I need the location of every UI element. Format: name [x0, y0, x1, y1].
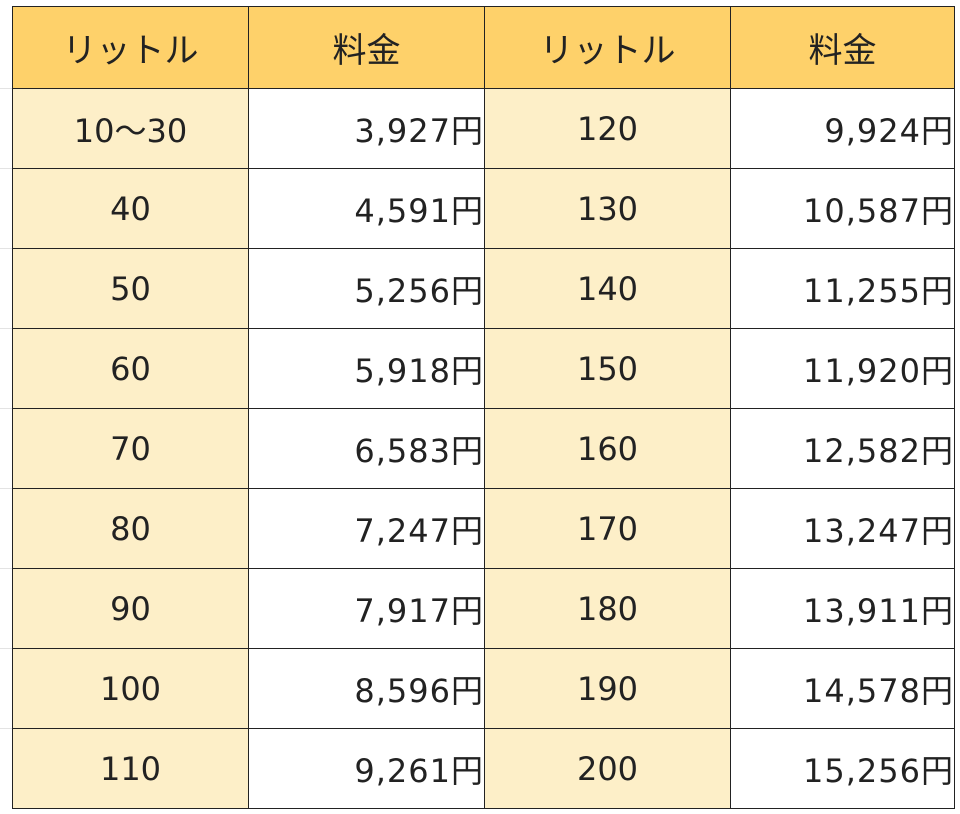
- liter-cell[interactable]: 180: [484, 568, 731, 649]
- liter-cell[interactable]: 140: [484, 248, 731, 329]
- liter-cell[interactable]: 10～30: [12, 88, 249, 169]
- header-cell-price[interactable]: 料金: [730, 6, 955, 89]
- price-cell[interactable]: 12,582円: [730, 408, 955, 489]
- table-row: 10～30 3,927円 120 9,924円: [12, 88, 955, 169]
- liter-cell[interactable]: 80: [12, 488, 249, 569]
- liter-cell[interactable]: 70: [12, 408, 249, 489]
- liter-cell[interactable]: 60: [12, 328, 249, 409]
- liter-cell[interactable]: 160: [484, 408, 731, 489]
- table-row: 70 6,583円 160 12,582円: [12, 408, 955, 489]
- liter-cell[interactable]: 50: [12, 248, 249, 329]
- table-row: 60 5,918円 150 11,920円: [12, 328, 955, 409]
- price-cell[interactable]: 11,255円: [730, 248, 955, 329]
- price-cell[interactable]: 5,918円: [248, 328, 485, 409]
- header-cell-liter[interactable]: リットル: [12, 6, 249, 89]
- liter-cell[interactable]: 130: [484, 168, 731, 249]
- table-row: 90 7,917円 180 13,911円: [12, 568, 955, 649]
- price-cell[interactable]: 10,587円: [730, 168, 955, 249]
- sheet-edge: [0, 0, 12, 814]
- liter-cell[interactable]: 100: [12, 648, 249, 729]
- price-cell[interactable]: 4,591円: [248, 168, 485, 249]
- price-cell[interactable]: 7,917円: [248, 568, 485, 649]
- liter-cell[interactable]: 120: [484, 88, 731, 169]
- table-row: 80 7,247円 170 13,247円: [12, 488, 955, 569]
- price-table: リットル 料金 リットル 料金 10～30 3,927円 120 9,924円 …: [12, 6, 955, 809]
- table-row: 50 5,256円 140 11,255円: [12, 248, 955, 329]
- gridline: [0, 88, 12, 89]
- price-cell[interactable]: 8,596円: [248, 648, 485, 729]
- table-row: 110 9,261円 200 15,256円: [12, 728, 955, 809]
- gridline: [0, 408, 12, 409]
- price-cell[interactable]: 13,247円: [730, 488, 955, 569]
- header-cell-price[interactable]: 料金: [248, 6, 485, 89]
- liter-cell[interactable]: 40: [12, 168, 249, 249]
- price-cell[interactable]: 5,256円: [248, 248, 485, 329]
- price-cell[interactable]: 9,261円: [248, 728, 485, 809]
- price-cell[interactable]: 11,920円: [730, 328, 955, 409]
- gridline: [0, 328, 12, 329]
- gridline: [0, 648, 12, 649]
- table-row: 40 4,591円 130 10,587円: [12, 168, 955, 249]
- gridline: [0, 728, 12, 729]
- gridline: [0, 488, 12, 489]
- price-cell[interactable]: 7,247円: [248, 488, 485, 569]
- price-cell[interactable]: 15,256円: [730, 728, 955, 809]
- header-row: リットル 料金 リットル 料金: [12, 6, 955, 89]
- gridline: [0, 168, 12, 169]
- price-cell[interactable]: 13,911円: [730, 568, 955, 649]
- liter-cell[interactable]: 110: [12, 728, 249, 809]
- liter-cell[interactable]: 170: [484, 488, 731, 569]
- price-cell[interactable]: 14,578円: [730, 648, 955, 729]
- gridline: [0, 248, 12, 249]
- price-cell[interactable]: 6,583円: [248, 408, 485, 489]
- gridline: [0, 568, 12, 569]
- liter-cell[interactable]: 190: [484, 648, 731, 729]
- price-cell[interactable]: 9,924円: [730, 88, 955, 169]
- table-row: 100 8,596円 190 14,578円: [12, 648, 955, 729]
- price-cell[interactable]: 3,927円: [248, 88, 485, 169]
- liter-cell[interactable]: 150: [484, 328, 731, 409]
- liter-cell[interactable]: 200: [484, 728, 731, 809]
- liter-cell[interactable]: 90: [12, 568, 249, 649]
- header-cell-liter[interactable]: リットル: [484, 6, 731, 89]
